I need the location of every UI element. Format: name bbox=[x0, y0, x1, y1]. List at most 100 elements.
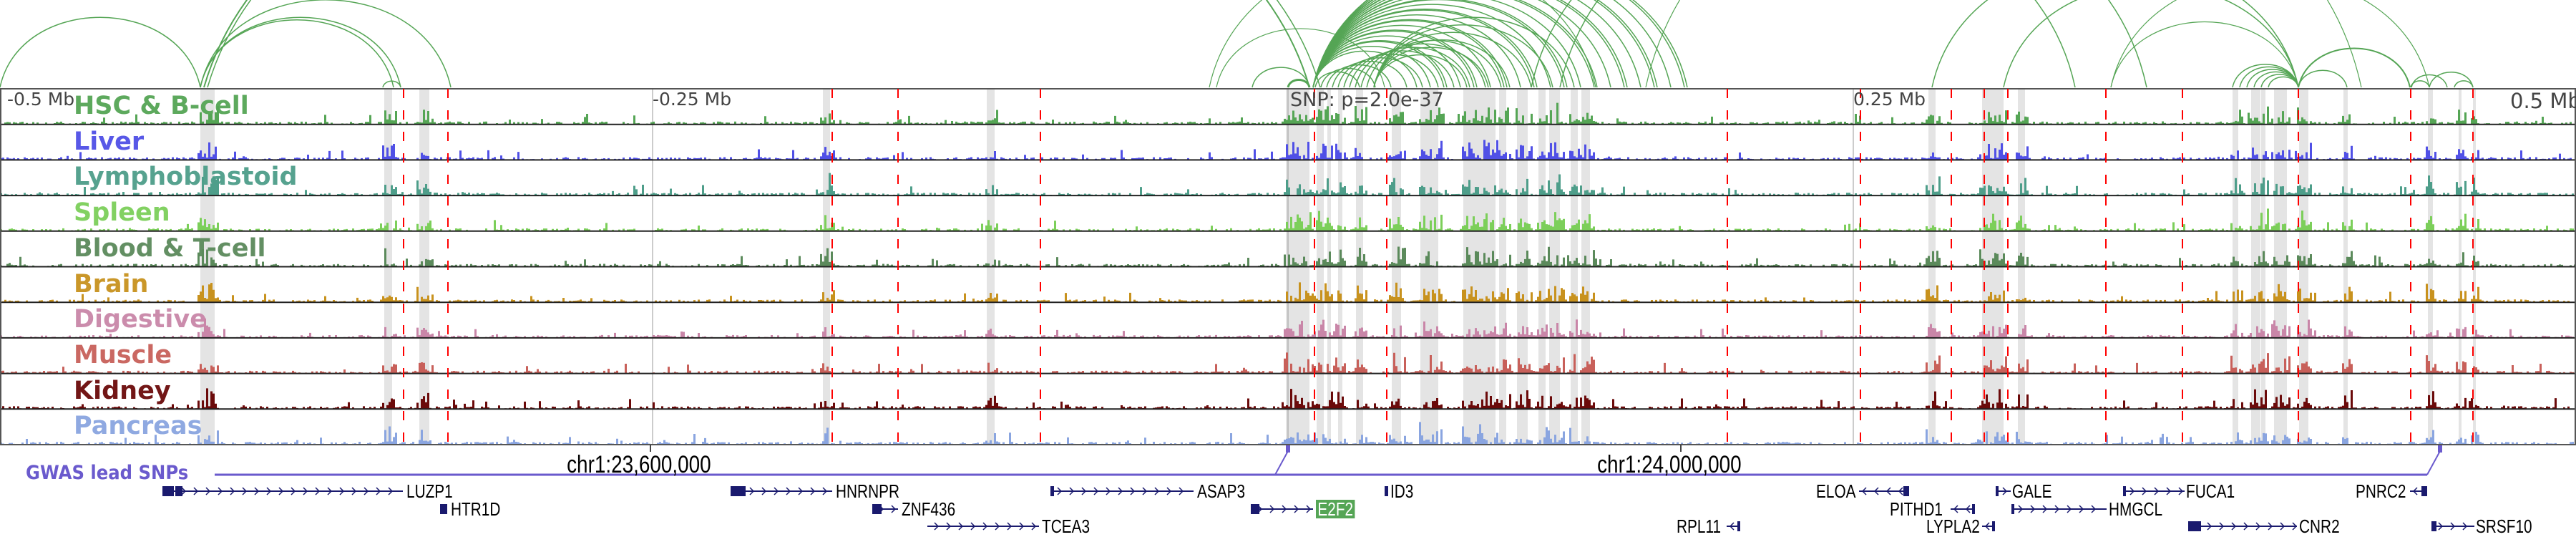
strand-arrow bbox=[810, 487, 816, 495]
exon bbox=[1050, 486, 1054, 496]
gene-id3[interactable] bbox=[1385, 486, 1388, 496]
track-label: HSC & B-cell bbox=[74, 92, 249, 120]
gene-znf436[interactable] bbox=[872, 504, 898, 514]
gene-label[interactable]: SRSF10 bbox=[2476, 516, 2532, 537]
signal-area bbox=[0, 208, 2576, 231]
gene-label[interactable]: PNRC2 bbox=[2356, 480, 2406, 502]
gene-lypla2[interactable] bbox=[1982, 521, 1995, 531]
gene-label[interactable]: RPL11 bbox=[1677, 516, 1722, 537]
strand-arrow bbox=[1154, 487, 1160, 495]
loop-arc bbox=[203, 0, 1310, 88]
gene-label[interactable]: HNRNPR bbox=[836, 480, 899, 502]
loop-arc bbox=[1252, 67, 1310, 88]
gene-cnr2[interactable] bbox=[2188, 521, 2298, 531]
gene-label[interactable]: ID3 bbox=[1390, 480, 1414, 502]
gene-label[interactable]: E2F2 bbox=[1316, 500, 1355, 518]
loop-arc bbox=[2298, 47, 2411, 88]
strand-arrow bbox=[1898, 487, 1903, 495]
gene-label[interactable]: PITHD1 bbox=[1890, 498, 1943, 520]
gene-gale[interactable] bbox=[1996, 486, 2011, 496]
gene-eloa[interactable] bbox=[1859, 486, 1909, 496]
strand-arrow bbox=[2178, 487, 2184, 495]
strand-arrow bbox=[1282, 505, 1287, 513]
loop-arc bbox=[1312, 0, 1628, 88]
signal-area bbox=[0, 246, 2576, 267]
loop-arc bbox=[1312, 46, 1431, 88]
strand-arrow bbox=[205, 487, 211, 495]
strand-arrow bbox=[786, 487, 791, 495]
gene-label[interactable]: HMGCL bbox=[2109, 498, 2163, 520]
strand-arrow bbox=[1019, 522, 1025, 531]
loop-arc bbox=[1373, 47, 1489, 88]
signal-track bbox=[0, 282, 2576, 304]
snp-annotation: SNP: p=2.0e-37 bbox=[1290, 89, 1444, 111]
signal-track bbox=[0, 388, 2576, 410]
gene-label[interactable]: ZNF436 bbox=[902, 498, 956, 520]
strand-arrow bbox=[2042, 505, 2048, 513]
gene-pithd1[interactable] bbox=[1951, 504, 1975, 514]
loop-arc bbox=[1216, 28, 1385, 88]
strand-arrow bbox=[376, 487, 381, 495]
exon bbox=[2188, 521, 2201, 531]
strand-arrow bbox=[1729, 522, 1735, 531]
signal-track bbox=[0, 208, 2576, 232]
gwas-snp-marker[interactable] bbox=[1286, 445, 1290, 453]
coordinate-label: chr1:24,000,000 bbox=[1597, 451, 1742, 478]
loop-arc bbox=[2268, 76, 2299, 88]
gwas-snp-marker[interactable] bbox=[2438, 445, 2442, 453]
gwas-track bbox=[215, 445, 2442, 476]
strand-arrow bbox=[2412, 487, 2418, 495]
exon bbox=[162, 486, 174, 496]
gene-hmgcl[interactable] bbox=[2011, 504, 2107, 514]
strand-arrow bbox=[2243, 522, 2249, 531]
gene-label[interactable]: FUCA1 bbox=[2186, 480, 2235, 502]
loop-arc bbox=[1360, 43, 1486, 88]
gene-label[interactable]: TCEA3 bbox=[1042, 516, 1091, 537]
strand-arrow bbox=[315, 487, 321, 495]
strand-arrow bbox=[1166, 487, 1172, 495]
gene-hnrnpr[interactable] bbox=[731, 486, 832, 496]
strand-arrow bbox=[2079, 505, 2084, 513]
strand-arrow bbox=[946, 522, 952, 531]
gene-rpl11[interactable] bbox=[1727, 521, 1740, 531]
loop-arc bbox=[1312, 0, 1611, 88]
strand-arrow bbox=[774, 487, 779, 495]
strand-arrow bbox=[1861, 487, 1867, 495]
gene-label[interactable]: LUZP1 bbox=[406, 480, 453, 502]
loop-arc bbox=[1373, 32, 1532, 88]
strand-arrow bbox=[2154, 487, 2160, 495]
exon bbox=[1251, 504, 1259, 514]
strand-arrow bbox=[1179, 487, 1184, 495]
signal-track bbox=[0, 140, 2576, 161]
gene-label[interactable]: ASAP3 bbox=[1197, 480, 1246, 502]
gene-asap3[interactable] bbox=[1050, 486, 1194, 496]
strand-arrow bbox=[1081, 487, 1087, 495]
gene-srsf10[interactable] bbox=[2431, 521, 2474, 531]
exon bbox=[731, 486, 746, 496]
gene-label[interactable]: ELOA bbox=[1816, 480, 1856, 502]
scale-label-right-mid: 0.25 Mb bbox=[1853, 89, 1926, 110]
gene-label[interactable]: CNR2 bbox=[2299, 516, 2340, 537]
gene-fuca1[interactable] bbox=[2123, 486, 2185, 496]
strand-arrow bbox=[303, 487, 308, 495]
loop-arc bbox=[1312, 40, 1448, 88]
gene-label[interactable]: LYPLA2 bbox=[1926, 516, 1980, 537]
gene-tcea3[interactable] bbox=[927, 522, 1039, 531]
strand-arrow bbox=[2054, 505, 2060, 513]
signal-area bbox=[0, 422, 2576, 445]
gene-label[interactable]: HTR1D bbox=[451, 498, 501, 520]
strand-arrow bbox=[934, 522, 940, 531]
gene-htr1d[interactable] bbox=[440, 504, 447, 514]
loop-arc bbox=[2110, 21, 2299, 88]
strand-arrow bbox=[2166, 487, 2172, 495]
gene-luzp1[interactable] bbox=[162, 486, 403, 496]
chromatin-loops bbox=[0, 0, 2474, 88]
strand-arrow bbox=[798, 487, 804, 495]
loop-arc bbox=[1337, 57, 1423, 88]
loop-arc bbox=[1312, 35, 1461, 88]
loop-arc bbox=[2454, 80, 2474, 88]
gene-pnrc2[interactable] bbox=[2410, 486, 2427, 496]
strand-arrow bbox=[181, 487, 187, 495]
gene-label[interactable]: GALE bbox=[2012, 480, 2052, 502]
gene-e2f2[interactable] bbox=[1251, 504, 1313, 514]
